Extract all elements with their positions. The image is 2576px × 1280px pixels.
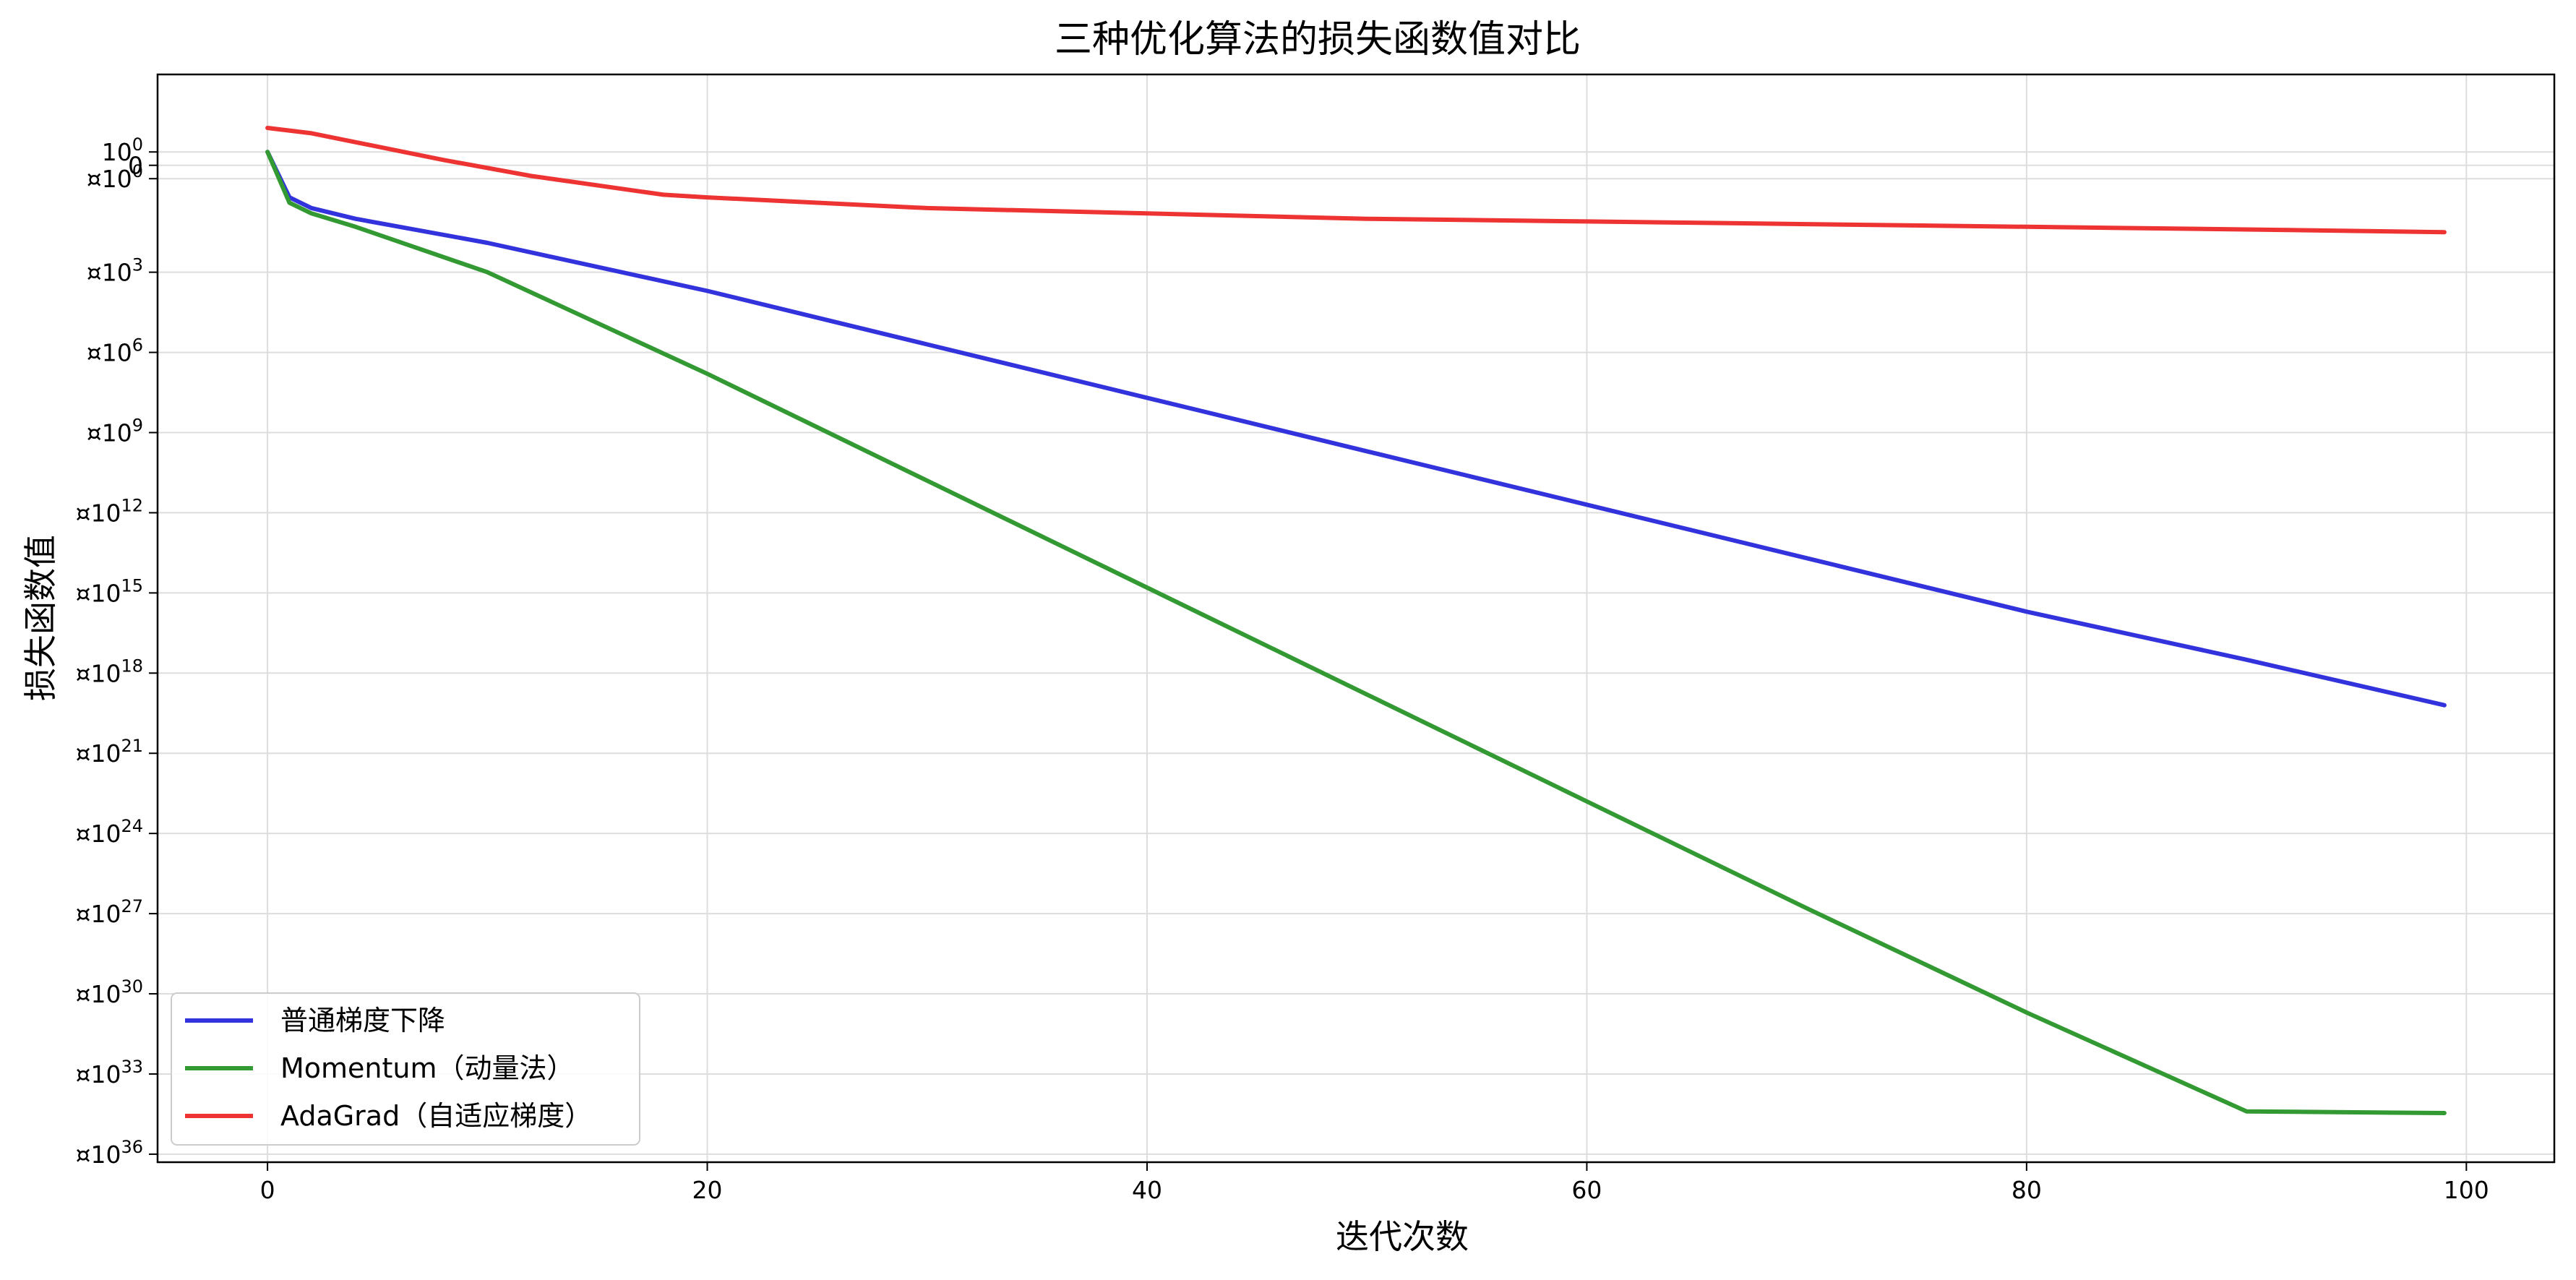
series-lines [265,126,2447,1115]
legend-label-0: 普通梯度下降 [280,1005,445,1036]
y-tick-exponent: 27 [121,896,143,916]
y-tick-label: ¤1030 [75,976,143,1008]
series-line-2 [265,126,2447,235]
y-axis-ticks: 1000¤100¤103¤106¤109¤1012¤1015¤1018¤1021… [75,134,158,1169]
plot-area-frame [156,73,2556,1164]
y-tick-label: ¤1012 [75,495,143,527]
y-tick-exponent: 33 [121,1057,143,1077]
x-tick-label: 40 [1132,1176,1162,1204]
y-tick-base: ¤10 [87,339,132,367]
y-tick-label: 0 [128,152,143,180]
legend-label-2: AdaGrad（自适应梯度） [280,1100,592,1132]
y-tick-base: ¤10 [75,1141,121,1169]
x-axis-ticks: 0 20 40 60 80 100 [260,1162,2489,1204]
x-axis-label: 迭代次数 [1336,1217,1469,1256]
y-tick-exponent: 24 [121,816,143,836]
y-tick-base: ¤10 [87,419,132,447]
y-tick-base: ¤10 [87,259,132,287]
y-tick-label: ¤1015 [75,575,143,607]
y-tick-label: ¤1021 [75,736,143,768]
y-tick-label: ¤1027 [75,896,143,928]
series-line-0 [265,150,2447,708]
y-tick-base: ¤10 [75,980,121,1008]
y-tick-base: 10 [102,138,132,166]
y-tick-exponent: 3 [132,255,143,275]
y-tick-exponent: 0 [132,134,143,155]
chart-title: 三种优化算法的损失函数值对比 [1055,18,1581,61]
x-tick-label: 20 [692,1176,723,1204]
y-tick-base: ¤10 [75,659,121,687]
y-tick-base: ¤10 [87,165,132,193]
legend-label-1: Momentum（动量法） [280,1052,575,1084]
y-tick-label: ¤109 [87,416,143,447]
x-tick-label: 80 [2012,1176,2042,1204]
y-tick-label: ¤1036 [75,1137,143,1169]
y-tick-exponent: 12 [121,495,143,515]
x-gridlines [267,74,2468,1162]
y-tick-base: ¤10 [75,579,121,607]
legend: 普通梯度下降 Momentum（动量法） AdaGrad（自适应梯度） [171,992,640,1146]
y-tick-exponent: 21 [121,736,143,756]
y-tick-base: ¤10 [75,739,121,768]
y-tick-label: ¤1018 [75,656,143,687]
x-tick-label: 60 [1571,1176,1602,1204]
y-tick-base: ¤10 [75,900,121,928]
y-tick-exponent: 18 [121,656,143,676]
y-tick-base: 0 [128,152,143,180]
y-tick-label: ¤100 [87,161,143,193]
y-tick-base: ¤10 [75,1060,121,1088]
series-line-1 [265,150,2447,1115]
y-tick-exponent: 15 [121,575,143,596]
y-tick-base: ¤10 [75,820,121,848]
y-tick-label: ¤1024 [75,816,143,848]
y-tick-exponent: 0 [132,161,143,181]
y-tick-exponent: 9 [132,416,143,436]
y-tick-exponent: 6 [132,335,143,356]
y-tick-label: 100 [102,134,143,166]
y-tick-exponent: 36 [121,1137,143,1157]
y-tick-label: ¤103 [87,255,143,287]
y-tick-label: ¤1033 [75,1057,143,1088]
y-tick-base: ¤10 [75,499,121,527]
y-tick-label: ¤106 [87,335,143,367]
y-axis-label: 损失函数值 [21,535,60,701]
x-tick-label: 0 [260,1176,275,1204]
x-tick-label: 100 [2444,1176,2489,1204]
legend-box [171,992,640,1146]
y-tick-exponent: 30 [121,976,143,997]
